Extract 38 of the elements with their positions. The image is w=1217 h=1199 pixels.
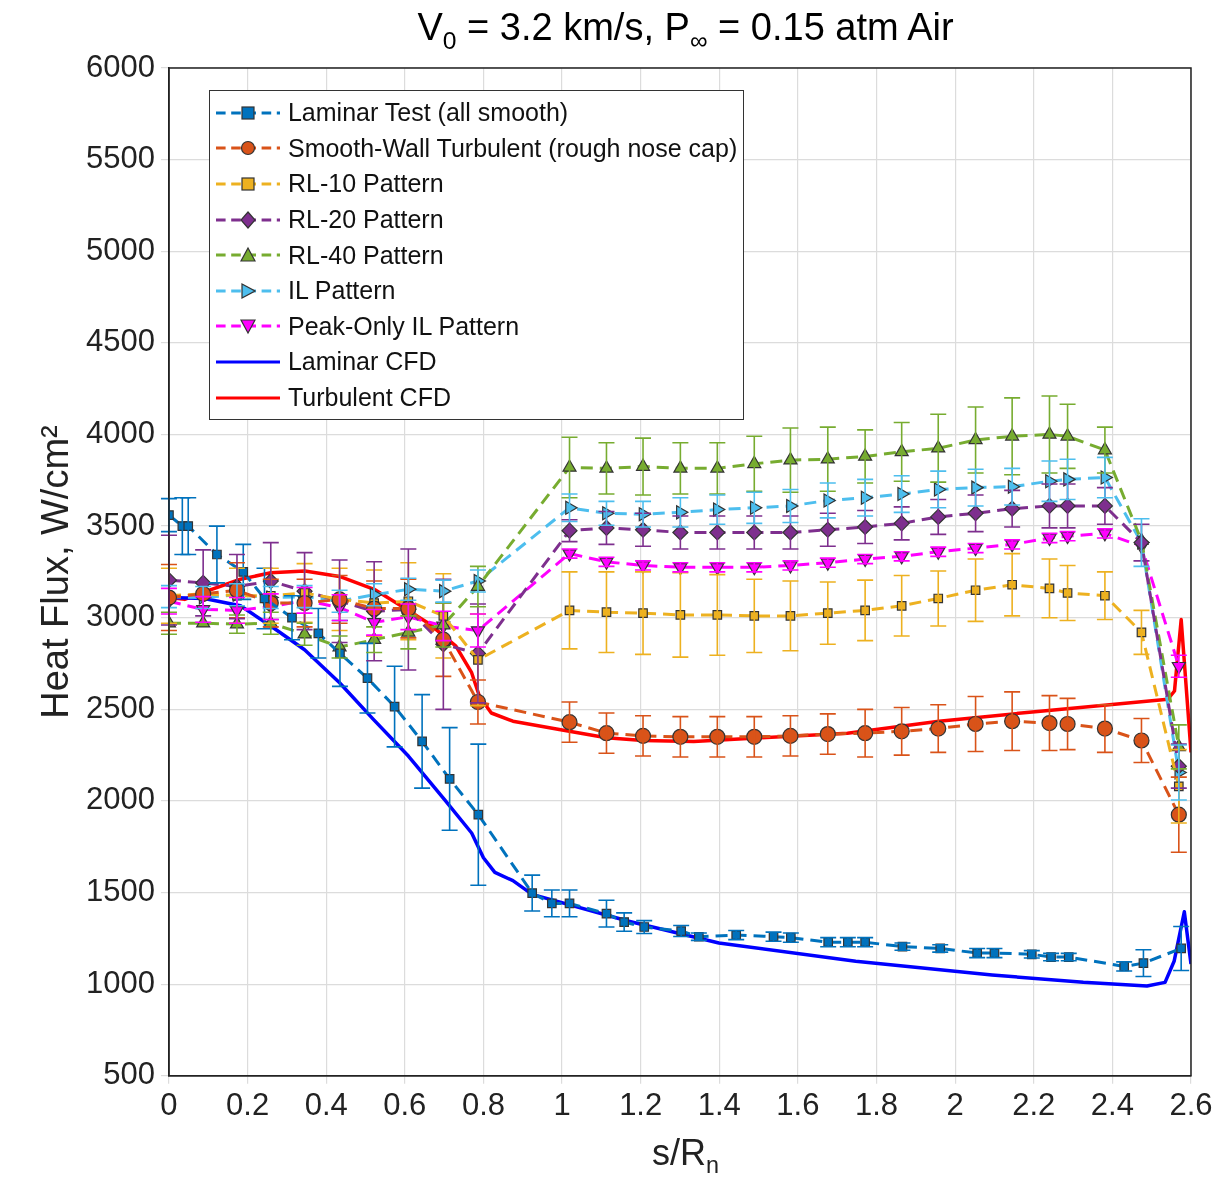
x-tick-label: 2.4 xyxy=(1090,1086,1134,1122)
x-tick-label: 2.6 xyxy=(1169,1086,1213,1122)
x-tick-label: 1.2 xyxy=(619,1086,663,1122)
y-tick-label: 2000 xyxy=(85,781,155,817)
x-tick-label: 1.8 xyxy=(854,1086,899,1122)
legend-label: Laminar CFD xyxy=(287,347,437,377)
x-tick-label: 0.2 xyxy=(226,1086,270,1122)
y-tick-label: 5000 xyxy=(85,231,155,267)
y-tick-label: 5500 xyxy=(85,140,155,176)
x-tick-label: 0.4 xyxy=(304,1086,348,1122)
x-tick-label: 2 xyxy=(946,1086,964,1122)
x-tick-label: 0 xyxy=(160,1086,178,1122)
legend-label: RL-40 Pattern xyxy=(287,240,444,270)
y-tick-label: 1000 xyxy=(85,964,155,1000)
y-tick-label: 4000 xyxy=(85,415,155,451)
legend-label: Peak-Only IL Pattern xyxy=(287,311,520,341)
x-tick-label: 0.8 xyxy=(461,1086,505,1122)
y-tick-label: 6000 xyxy=(85,48,155,84)
y-tick-label: 500 xyxy=(103,1056,155,1092)
y-tick-label: 3000 xyxy=(85,598,155,634)
legend-label: Turbulent CFD xyxy=(287,383,451,413)
x-tick-label: 1.4 xyxy=(697,1086,741,1122)
legend-label: RL-20 Pattern xyxy=(287,205,444,235)
y-tick-label: 1500 xyxy=(85,873,155,909)
y-axis-title: Heat Flux, W/cm² xyxy=(33,425,77,719)
chart-title: V$_{0}$ = 3.2 km/s, P$_{∞}$ = 0.15 atm Air xyxy=(416,6,955,55)
y-tick-label: 4500 xyxy=(85,323,155,359)
y-tick-label: 3500 xyxy=(85,506,155,542)
legend-label: Laminar Test (all smooth) xyxy=(287,98,569,128)
x-tick-label: 1.6 xyxy=(776,1086,820,1122)
x-axis-title: s/R$_{n}$ xyxy=(651,1132,720,1180)
x-tick-label: 1 xyxy=(553,1086,571,1122)
legend-label: Smooth-Wall Turbulent (rough nose cap) xyxy=(287,133,738,163)
y-tick-label: 2500 xyxy=(85,689,155,725)
x-tick-label: 2.2 xyxy=(1012,1086,1056,1122)
x-tick-label: 0.6 xyxy=(383,1086,427,1122)
legend-label: RL-10 Pattern xyxy=(287,169,444,199)
legend-label: IL Pattern xyxy=(287,276,396,306)
